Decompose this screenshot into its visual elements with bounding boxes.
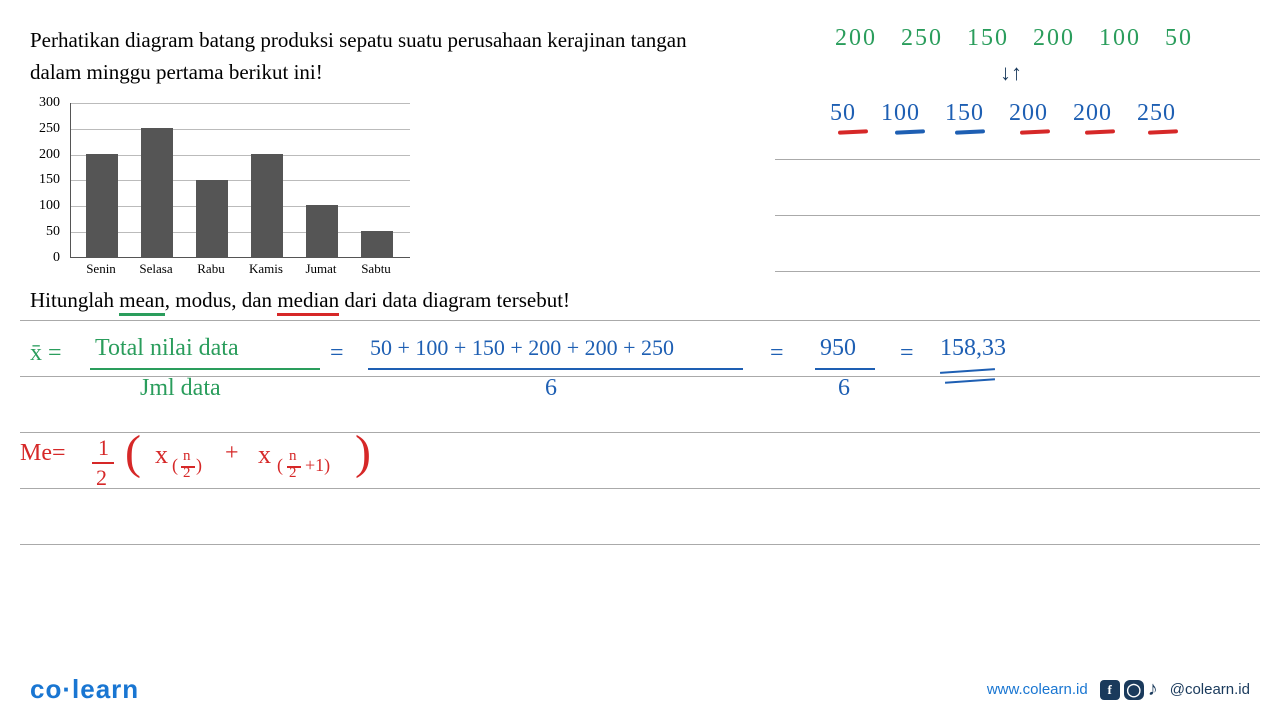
ytick-0: 0 — [53, 250, 60, 266]
ytick-200: 200 — [39, 147, 60, 163]
hw-eq1: = — [330, 340, 344, 367]
hw-me-sub1-den: 2 — [183, 465, 191, 482]
bar-senin — [86, 154, 118, 257]
bar-chart: 300 250 200 150 100 50 0 Senin Selasa Ra… — [30, 98, 430, 278]
website-link[interactable]: www.colearn.id — [987, 681, 1088, 698]
hw-formula-den: Jml data — [140, 375, 221, 402]
hw-frac-den: 6 — [838, 375, 850, 402]
hw-me-sub2-den: 2 — [289, 465, 297, 482]
question: Hitunglah mean, modus, dan median dari d… — [30, 288, 1250, 313]
hw-me-rparen: ) — [355, 425, 371, 480]
hw-result: 158,33 — [940, 335, 1006, 362]
hw-xbar: x̄ = — [30, 340, 62, 367]
xlabel-rabu: Rabu — [186, 261, 236, 277]
xlabel-senin: Senin — [76, 261, 126, 277]
hw-frac-num: 950 — [820, 335, 856, 362]
logo: co·learn — [30, 674, 139, 705]
instagram-icon[interactable]: ◯ — [1124, 680, 1144, 700]
hw-me-label: Me= — [20, 440, 66, 467]
hw-me-half-num: 1 — [98, 435, 109, 461]
facebook-icon[interactable]: f — [1100, 680, 1120, 700]
hw-me-plus: + — [225, 440, 239, 467]
ytick-50: 50 — [46, 224, 60, 240]
hw-me-sub2-plus: +1) — [305, 455, 330, 476]
hw-arrow: ↓↑ — [1000, 60, 1022, 86]
xlabel-selasa: Selasa — [131, 261, 181, 277]
hw-me-lparen: ( — [125, 425, 141, 480]
bar-kamis — [251, 154, 283, 257]
social-icons: f ◯ ♪ — [1100, 678, 1158, 701]
hw-formula-num: Total nilai data — [95, 335, 239, 362]
bar-rabu — [196, 180, 228, 258]
problem-line1: Perhatikan diagram batang produksi sepat… — [30, 25, 810, 57]
bar-jumat — [306, 205, 338, 257]
hw-me-sub1-num: n — [183, 448, 191, 465]
hw-eq2: = — [770, 340, 784, 367]
bar-selasa — [141, 128, 173, 257]
ytick-300: 300 — [39, 95, 60, 111]
ytick-250: 250 — [39, 121, 60, 137]
bar-sabtu — [361, 231, 393, 257]
hw-original-data: 200 250 150 200 100 50 — [835, 25, 1193, 52]
ytick-100: 100 — [39, 198, 60, 214]
xlabel-jumat: Jumat — [296, 261, 346, 277]
hw-me-x2: x — [258, 440, 271, 470]
ytick-150: 150 — [39, 172, 60, 188]
problem-line2: dalam minggu pertama berikut ini! — [30, 57, 810, 89]
hw-calc-num: 50 + 100 + 150 + 200 + 200 + 250 — [370, 335, 674, 361]
hw-calc-den: 6 — [545, 375, 557, 402]
hw-me-sub1b: ) — [196, 455, 202, 476]
hw-me-x1: x — [155, 440, 168, 470]
hw-me-sub2-num: n — [289, 448, 297, 465]
xlabel-kamis: Kamis — [241, 261, 291, 277]
tiktok-icon[interactable]: ♪ — [1148, 678, 1158, 701]
hw-sorted-data: 50 100 150 200 200 250 — [830, 100, 1176, 127]
hw-me-sub1a: ( — [172, 455, 178, 476]
footer: co·learn www.colearn.id f ◯ ♪ @colearn.i… — [0, 674, 1280, 705]
hw-me-half-den: 2 — [96, 465, 107, 491]
hw-eq3: = — [900, 340, 914, 367]
hw-me-sub2a: ( — [277, 455, 283, 476]
xlabel-sabtu: Sabtu — [351, 261, 401, 277]
social-handle: @colearn.id — [1170, 681, 1250, 698]
